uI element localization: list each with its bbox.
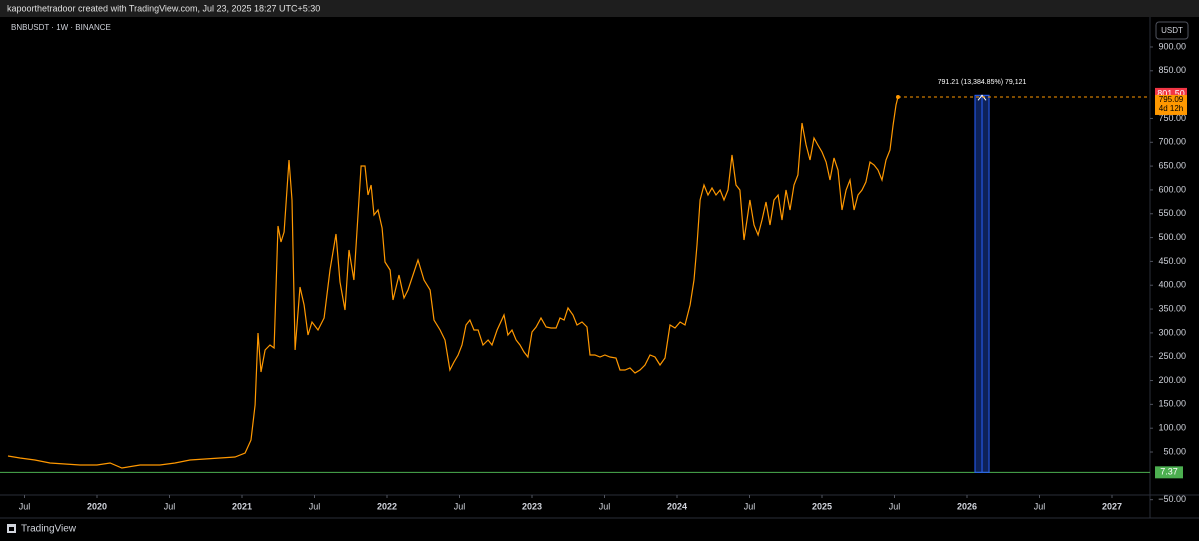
last-price-box	[1155, 94, 1187, 115]
measure-arrow	[977, 94, 987, 101]
x-tick-label: 2022	[377, 501, 397, 511]
x-tick-label: Jul	[309, 501, 321, 511]
x-tick-label: 2024	[667, 501, 687, 511]
high-price-label: 801.50	[1157, 88, 1185, 98]
x-tick-label: 2025	[812, 501, 832, 511]
last-price-label: 795.09	[1159, 95, 1184, 104]
x-tick-label: Jul	[1034, 501, 1046, 511]
y-tick-label: 250.00	[1158, 351, 1186, 361]
y-tick-label: 550.00	[1158, 208, 1186, 218]
y-tick-label: 150.00	[1158, 399, 1186, 409]
logo-cut	[9, 527, 14, 531]
y-tick-label: 700.00	[1158, 137, 1186, 147]
x-tick-label: Jul	[164, 501, 176, 511]
low-price-label: 7.37	[1160, 467, 1178, 477]
x-tick-label: 2027	[1102, 501, 1122, 511]
y-tick-label: 400.00	[1158, 280, 1186, 290]
x-tick-label: Jul	[599, 501, 611, 511]
y-tick-label: 850.00	[1158, 65, 1186, 75]
brand-name: TradingView	[21, 524, 77, 535]
y-tick-label: 300.00	[1158, 327, 1186, 337]
y-tick-label: 600.00	[1158, 184, 1186, 194]
high-price-box	[1155, 87, 1187, 99]
y-tick-label: 200.00	[1158, 375, 1186, 385]
y-tick-label: 500.00	[1158, 232, 1186, 242]
y-tick-label: 750.00	[1158, 113, 1186, 123]
x-tick-label: Jul	[744, 501, 756, 511]
x-tick-label: Jul	[19, 501, 31, 511]
measure-label: 791.21 (13,384.85%) 79,121	[938, 79, 1027, 86]
x-tick-label: Jul	[889, 501, 901, 511]
x-tick-label: 2023	[522, 501, 542, 511]
low-price-box	[1155, 466, 1183, 479]
y-tick-label: 50.00	[1163, 446, 1186, 456]
currency-label[interactable]: USDT	[1161, 26, 1183, 35]
y-tick-label: 650.00	[1158, 160, 1186, 170]
countdown-label: 4d 12h	[1159, 104, 1183, 113]
price-line	[7, 96, 899, 469]
y-tick-label: −50.00	[1158, 494, 1186, 504]
header-text: kapoorthetradoor created with TradingVie…	[7, 3, 320, 13]
y-tick-label: 350.00	[1158, 303, 1186, 313]
chart-background	[0, 17, 1199, 541]
x-tick-label: 2026	[957, 501, 977, 511]
x-tick-label: 2020	[87, 501, 107, 511]
x-tick-label: 2021	[232, 501, 252, 511]
x-tick-label: Jul	[454, 501, 466, 511]
y-tick-label: 900.00	[1158, 41, 1186, 51]
y-tick-label: 100.00	[1158, 423, 1186, 433]
brand-logo	[7, 524, 16, 533]
symbol-legend: BNBUSDT · 1W · BINANCE	[11, 23, 111, 32]
y-tick-label: 450.00	[1158, 256, 1186, 266]
header-bar	[0, 0, 1199, 17]
currency-button[interactable]	[1155, 21, 1189, 40]
last-point	[895, 94, 900, 99]
